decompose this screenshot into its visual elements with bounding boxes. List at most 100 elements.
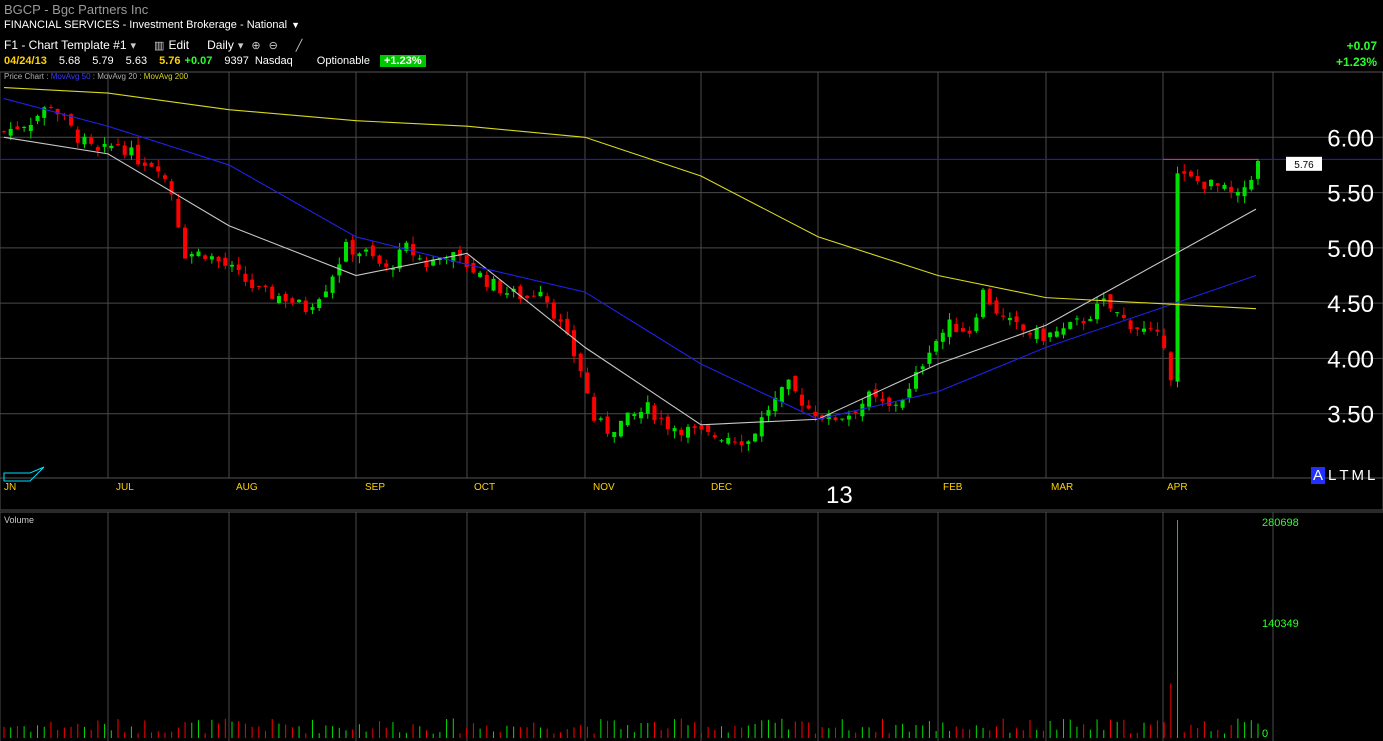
candle-body [82, 136, 87, 145]
candle-body [498, 280, 503, 294]
candle-body [35, 115, 40, 121]
period-m-button[interactable]: M [1351, 467, 1365, 484]
candle-body [1142, 328, 1146, 332]
period-l-button[interactable]: L [1328, 467, 1337, 484]
candle-body [1121, 314, 1126, 318]
candle-body [779, 387, 784, 403]
candle-body [1175, 173, 1180, 382]
symbol-title: BGCP - Bgc Partners Inc [4, 2, 149, 17]
volume-grid [0, 511, 1383, 741]
quote-date: 04/24/13 [4, 55, 47, 67]
candle-body [504, 293, 509, 295]
candle-body [786, 379, 791, 390]
candle-body [820, 415, 825, 420]
candle-body [437, 257, 442, 260]
candle-body [1115, 312, 1120, 314]
quote-high: 5.79 [92, 55, 114, 67]
moving-averages [3, 86, 1257, 426]
period-all-button[interactable]: A [1311, 467, 1326, 484]
candle-body [417, 258, 422, 260]
candle-body [397, 249, 402, 269]
draw-pen-icon[interactable]: ╱ [295, 39, 303, 52]
ma-line-movavg-200 [3, 86, 1257, 310]
volume-label: Volume [4, 515, 35, 525]
candle-body [692, 426, 697, 428]
legend-ma20: MovAvg 20 [97, 72, 138, 81]
candle-body [156, 166, 161, 172]
candle-body [290, 298, 295, 303]
candle-body [813, 411, 818, 417]
candle-body [551, 302, 556, 319]
candle-body [732, 441, 737, 443]
candle-body [1014, 316, 1019, 323]
right-change: +0.07 [1346, 39, 1377, 53]
period-label: Daily [207, 38, 234, 52]
legend-ma200: MovAvg 200 [143, 72, 189, 81]
candle-body [370, 245, 375, 257]
candle-body [216, 256, 221, 262]
candle-body [592, 396, 597, 421]
candle-body [840, 418, 845, 420]
candle-body [1061, 328, 1066, 335]
volume-tick-label: 0 [1262, 728, 1268, 740]
candle-body [511, 288, 516, 292]
candle-body [826, 413, 831, 420]
candle-body [672, 428, 677, 432]
candle-body [565, 318, 570, 334]
chevron-down-icon: ▾ [130, 39, 137, 52]
scroll-left-handle [3, 466, 45, 482]
sector-dropdown[interactable]: FINANCIAL SERVICES - Investment Brokerag… [4, 19, 300, 31]
candle-body [753, 433, 758, 442]
zoom-in-icon[interactable]: ⊕ [251, 39, 261, 52]
ma-line-movavg-20 [3, 136, 1257, 426]
period-l2-button[interactable]: L [1367, 467, 1376, 484]
candle-body [1182, 171, 1187, 174]
chevron-down-icon: ▼ [291, 20, 300, 30]
candle-body [914, 372, 918, 389]
candle-body [1235, 191, 1240, 196]
candle-body [578, 353, 583, 372]
candle-body [189, 254, 194, 257]
edit-button[interactable]: ▥ Edit [154, 38, 189, 52]
period-t-button[interactable]: T [1339, 467, 1349, 484]
candle-body [276, 296, 281, 303]
candle-body [665, 416, 670, 430]
optionable-label: Optionable [316, 55, 370, 67]
candle-body [22, 126, 27, 128]
template-dropdown[interactable]: F1 - Chart Template #1 ▾ [4, 38, 136, 52]
candle-body [89, 137, 94, 144]
quote-open: 5.68 [58, 55, 81, 67]
candle-body [806, 405, 811, 409]
candle-body [69, 114, 74, 126]
candle-body [464, 255, 469, 267]
candle-body [243, 273, 248, 282]
candle-body [934, 341, 939, 352]
candle-body [451, 252, 456, 262]
candle-body [960, 328, 965, 332]
candle-body [572, 330, 576, 357]
candle-body [55, 108, 60, 115]
candle-body [431, 259, 436, 266]
candle-body [471, 262, 476, 273]
price-legend: Price Chart : MovAvg 50 : MovAvg 20 : Mo… [4, 72, 189, 81]
candle-body [1202, 181, 1207, 189]
candle-body [967, 330, 972, 334]
candle-body [531, 295, 536, 297]
candle-body [458, 249, 462, 257]
candle-body [323, 291, 328, 298]
candle-body [28, 124, 33, 131]
candle-body [873, 389, 878, 397]
candle-body [357, 253, 362, 257]
zoom-out-icon[interactable]: ⊖ [268, 39, 278, 52]
candle-body [927, 352, 932, 364]
ma-line-movavg-50 [3, 98, 1257, 420]
candle-body [1034, 328, 1039, 339]
period-dropdown[interactable]: Daily ▾ [207, 38, 243, 52]
candle-body [920, 366, 925, 370]
candle-body [612, 432, 617, 437]
candle-body [1001, 315, 1006, 317]
candle-body [1095, 303, 1100, 320]
year-label: 13 [826, 482, 853, 509]
candle-body [1222, 184, 1227, 189]
